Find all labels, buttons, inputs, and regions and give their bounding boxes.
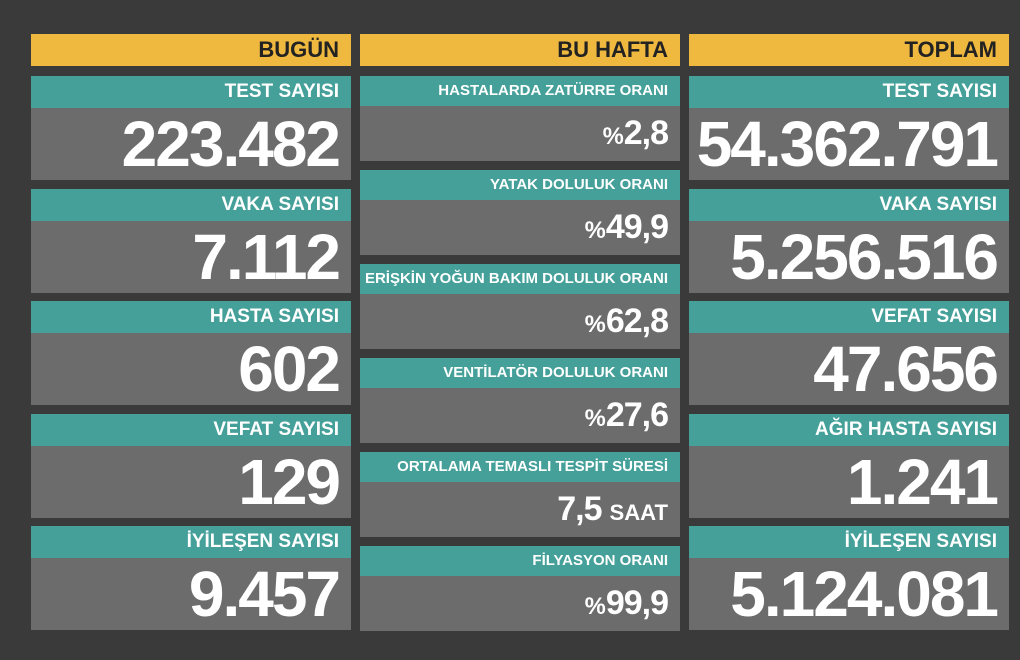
column-header: BUGÜN bbox=[31, 34, 351, 66]
value-prefix: % bbox=[584, 405, 606, 432]
value-number: 602 bbox=[238, 333, 341, 405]
card-label: İYİLEŞEN SAYISI bbox=[31, 526, 351, 558]
value-prefix: % bbox=[602, 123, 624, 150]
value-number: 223.482 bbox=[121, 108, 341, 180]
card-label: VAKA SAYISI bbox=[689, 188, 1009, 221]
card-label: AĞIR HASTA SAYISI bbox=[689, 413, 1009, 446]
card-value: 7,5 SAAT bbox=[360, 482, 680, 537]
value-number: 27,6 bbox=[605, 396, 669, 434]
value-number: 54.362.791 bbox=[696, 108, 999, 180]
card-label: VENTİLATÖR DOLULUK ORANI bbox=[360, 358, 680, 388]
value-number: 99,9 bbox=[605, 584, 669, 622]
card-value: 1.241 bbox=[689, 445, 1009, 518]
card-value: 5.256.516 bbox=[689, 220, 1009, 293]
column-header: TOPLAM bbox=[689, 34, 1009, 66]
card-value: 47.656 bbox=[689, 333, 1009, 405]
card-value: %99,9 bbox=[360, 576, 680, 631]
value-number: 47.656 bbox=[813, 333, 999, 405]
card-label: ORTALAMA TEMASLI TESPİT SÜRESİ bbox=[360, 452, 680, 482]
value-number: 49,9 bbox=[605, 208, 669, 246]
card-label: FİLYASYON ORANI bbox=[360, 546, 680, 576]
card-value: %62,8 bbox=[360, 294, 680, 349]
card-label: TEST SAYISI bbox=[31, 76, 351, 108]
card-value: 9.457 bbox=[31, 558, 351, 630]
value-number: 9.457 bbox=[188, 558, 341, 630]
card-label: VAKA SAYISI bbox=[31, 188, 351, 221]
card-label: İYİLEŞEN SAYISI bbox=[689, 526, 1009, 558]
card-label: VEFAT SAYISI bbox=[689, 301, 1009, 333]
column-header: BU HAFTA bbox=[360, 34, 680, 66]
card-label: TEST SAYISI bbox=[689, 76, 1009, 108]
card-label: HASTALARDA ZATÜRRE ORANI bbox=[360, 76, 680, 106]
card-value: 129 bbox=[31, 445, 351, 518]
card-value: 223.482 bbox=[31, 108, 351, 180]
value-number: 5.256.516 bbox=[730, 220, 999, 293]
value-prefix: % bbox=[584, 593, 606, 620]
value-number: 7.112 bbox=[192, 220, 341, 293]
card-label: VEFAT SAYISI bbox=[31, 413, 351, 446]
card-label: ERİŞKİN YOĞUN BAKIM DOLULUK ORANI bbox=[360, 264, 680, 294]
value-prefix: % bbox=[584, 311, 606, 338]
value-number: 7,5 bbox=[557, 490, 602, 528]
value-prefix: % bbox=[584, 217, 606, 244]
value-number: 5.124.081 bbox=[730, 558, 999, 630]
card-value: 7.112 bbox=[31, 220, 351, 293]
card-value: 54.362.791 bbox=[689, 108, 1009, 180]
card-value: 5.124.081 bbox=[689, 558, 1009, 630]
card-label: HASTA SAYISI bbox=[31, 301, 351, 333]
card-value: %2,8 bbox=[360, 106, 680, 161]
card-value: %49,9 bbox=[360, 200, 680, 255]
card-value: %27,6 bbox=[360, 388, 680, 443]
value-number: 1.241 bbox=[846, 445, 999, 518]
value-number: 129 bbox=[238, 445, 341, 518]
card-value: 602 bbox=[31, 333, 351, 405]
value-number: 62,8 bbox=[605, 302, 669, 340]
value-suffix: SAAT bbox=[609, 500, 668, 525]
value-number: 2,8 bbox=[623, 114, 669, 152]
card-label: YATAK DOLULUK ORANI bbox=[360, 170, 680, 200]
